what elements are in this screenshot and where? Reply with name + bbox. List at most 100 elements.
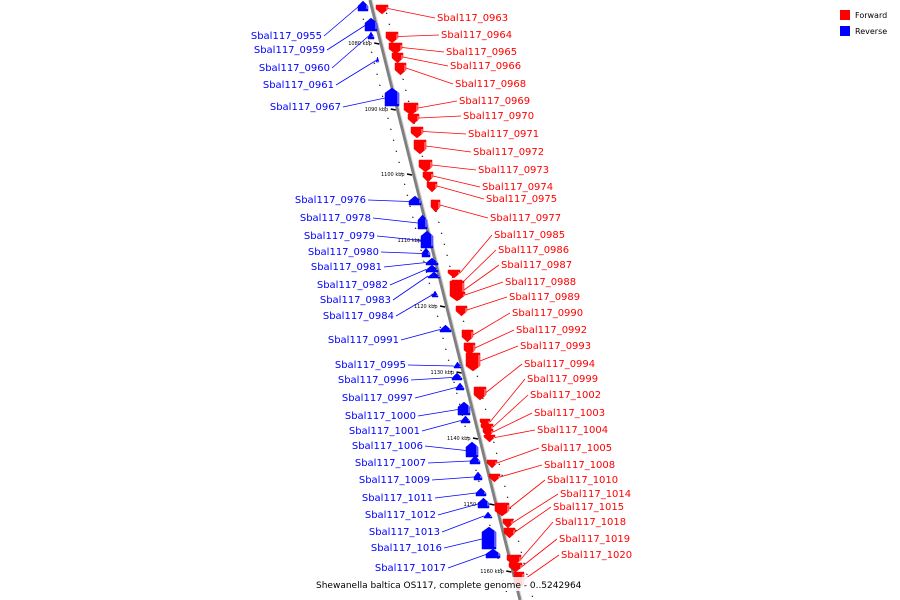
reverse-gene-label[interactable]: Sbal117_0983	[320, 295, 391, 306]
forward-gene-label[interactable]: Sbal117_0974	[482, 182, 553, 193]
forward-gene-Sbal117_0992[interactable]	[463, 342, 476, 356]
reverse-gene-label[interactable]: Sbal117_1012	[365, 510, 436, 521]
forward-gene-Sbal117_0988[interactable]	[452, 291, 466, 301]
reverse-gene-label[interactable]: Sbal117_0980	[308, 247, 379, 258]
forward-gene-Sbal117_0969[interactable]	[403, 102, 419, 116]
forward-gene-Sbal117_0975[interactable]	[426, 181, 438, 193]
reverse-gene-Sbal117_0978[interactable]	[417, 214, 428, 230]
forward-gene-Sbal117_0972[interactable]	[413, 139, 427, 155]
forward-gene-Sbal117_0970[interactable]	[407, 113, 420, 125]
reverse-gene-Sbal117_0976[interactable]	[408, 195, 422, 206]
forward-gene-Sbal117_0973[interactable]	[418, 159, 433, 173]
forward-gene-label[interactable]: Sbal117_0968	[455, 79, 526, 90]
reverse-gene-label[interactable]: Sbal117_0978	[300, 213, 371, 224]
reverse-gene-Sbal117_0984[interactable]	[431, 290, 439, 298]
reverse-gene-label[interactable]: Sbal117_0996	[338, 375, 409, 386]
reverse-gene-Sbal117_0961[interactable]	[375, 56, 380, 63]
reverse-gene-Sbal117_1001[interactable]	[460, 415, 471, 424]
forward-gene-label[interactable]: Sbal117_0975	[486, 194, 557, 205]
reverse-gene-label[interactable]: Sbal117_1017	[375, 563, 446, 574]
forward-gene-label[interactable]: Sbal117_0987	[501, 260, 572, 271]
forward-gene-Sbal117_0963[interactable]	[375, 4, 389, 15]
forward-gene-label[interactable]: Sbal117_0964	[441, 30, 512, 41]
reverse-gene-label[interactable]: Sbal117_0967	[270, 102, 341, 113]
reverse-gene-Sbal117_1016[interactable]	[481, 526, 497, 550]
reverse-gene-label[interactable]: Sbal117_1016	[371, 543, 442, 554]
forward-gene-label[interactable]: Sbal117_0993	[520, 341, 591, 352]
reverse-gene-Sbal117_0967[interactable]	[384, 87, 400, 107]
forward-gene-label[interactable]: Sbal117_1010	[547, 475, 618, 486]
reverse-gene-label[interactable]: Sbal117_1011	[362, 493, 433, 504]
forward-gene-label[interactable]: Sbal117_0999	[527, 374, 598, 385]
reverse-gene-Sbal117_0982[interactable]	[425, 264, 439, 273]
forward-gene-label[interactable]: Sbal117_1019	[559, 534, 630, 545]
reverse-gene-Sbal117_0991[interactable]	[439, 324, 452, 333]
reverse-gene-label[interactable]: Sbal117_1000	[345, 411, 416, 422]
forward-gene-Sbal117_0993[interactable]	[465, 352, 481, 372]
reverse-gene-label[interactable]: Sbal117_0961	[263, 80, 334, 91]
reverse-gene-Sbal117_1017[interactable]	[485, 548, 501, 559]
reverse-gene-Sbal117_1006[interactable]	[465, 441, 479, 458]
forward-gene-label[interactable]: Sbal117_1015	[553, 502, 624, 513]
forward-gene-label[interactable]: Sbal117_0963	[437, 13, 508, 24]
reverse-gene-Sbal117_0995[interactable]	[453, 361, 462, 369]
reverse-gene-label[interactable]: Sbal117_0981	[311, 262, 382, 273]
forward-gene-label[interactable]: Sbal117_0973	[478, 165, 549, 176]
reverse-gene-Sbal117_1013[interactable]	[483, 511, 493, 519]
forward-gene-label[interactable]: Sbal117_0986	[498, 245, 569, 256]
forward-gene-Sbal117_1008[interactable]	[488, 473, 501, 483]
reverse-gene-label[interactable]: Sbal117_0976	[295, 195, 366, 206]
forward-gene-label[interactable]: Sbal117_0985	[494, 230, 565, 241]
forward-gene-label[interactable]: Sbal117_0966	[450, 61, 521, 72]
reverse-gene-label[interactable]: Sbal117_0979	[304, 231, 375, 242]
forward-gene-label[interactable]: Sbal117_1003	[534, 408, 605, 419]
reverse-gene-Sbal117_1009[interactable]	[473, 471, 483, 481]
forward-gene-Sbal117_0994[interactable]	[473, 386, 487, 401]
reverse-gene-Sbal117_0979[interactable]	[420, 230, 434, 249]
reverse-gene-Sbal117_1012[interactable]	[477, 497, 490, 509]
forward-gene-label[interactable]: Sbal117_1008	[544, 460, 615, 471]
forward-gene-Sbal117_1014[interactable]	[502, 518, 514, 529]
forward-gene-label[interactable]: Sbal117_0992	[516, 325, 587, 336]
forward-gene-label[interactable]: Sbal117_0970	[463, 111, 534, 122]
forward-gene-label[interactable]: Sbal117_0965	[446, 47, 517, 58]
forward-gene-label[interactable]: Sbal117_1014	[560, 489, 631, 500]
forward-gene-Sbal117_0985[interactable]	[447, 269, 461, 279]
forward-gene-Sbal117_0974[interactable]	[422, 171, 434, 183]
forward-gene-Sbal117_1018[interactable]	[506, 554, 522, 566]
forward-gene-Sbal117_0989[interactable]	[455, 305, 468, 317]
forward-gene-Sbal117_1003[interactable]	[482, 428, 494, 438]
reverse-gene-label[interactable]: Sbal117_1001	[349, 426, 420, 437]
reverse-gene-label[interactable]: Sbal117_0995	[335, 360, 406, 371]
forward-gene-label[interactable]: Sbal117_1018	[555, 517, 626, 528]
forward-gene-label[interactable]: Sbal117_0972	[473, 147, 544, 158]
reverse-gene-label[interactable]: Sbal117_0997	[342, 393, 413, 404]
forward-gene-Sbal117_0990[interactable]	[461, 329, 474, 343]
reverse-gene-Sbal117_0960[interactable]	[367, 31, 375, 40]
reverse-gene-Sbal117_1000[interactable]	[457, 401, 471, 416]
forward-gene-label[interactable]: Sbal117_0990	[512, 308, 583, 319]
forward-gene-Sbal117_1004[interactable]	[483, 434, 496, 443]
reverse-gene-label[interactable]: Sbal117_0984	[323, 311, 394, 322]
forward-gene-Sbal117_0964[interactable]	[385, 31, 399, 44]
reverse-gene-label[interactable]: Sbal117_0959	[254, 45, 325, 56]
reverse-gene-Sbal117_0955[interactable]	[357, 0, 369, 12]
forward-gene-Sbal117_0971[interactable]	[410, 126, 424, 139]
forward-gene-Sbal117_1015[interactable]	[503, 527, 516, 539]
forward-gene-label[interactable]: Sbal117_1020	[561, 550, 632, 561]
forward-gene-label[interactable]: Sbal117_0989	[509, 292, 580, 303]
forward-gene-label[interactable]: Sbal117_1002	[530, 390, 601, 401]
forward-gene-label[interactable]: Sbal117_0988	[505, 277, 576, 288]
reverse-gene-label[interactable]: Sbal117_1007	[355, 458, 426, 469]
forward-gene-Sbal117_0977[interactable]	[430, 199, 441, 213]
forward-gene-label[interactable]: Sbal117_0971	[468, 129, 539, 140]
forward-gene-label[interactable]: Sbal117_0969	[459, 96, 530, 107]
forward-gene-Sbal117_1019[interactable]	[508, 562, 523, 573]
reverse-gene-label[interactable]: Sbal117_0955	[251, 31, 322, 42]
reverse-gene-label[interactable]: Sbal117_0991	[328, 335, 399, 346]
forward-gene-Sbal117_0966[interactable]	[391, 52, 404, 64]
forward-gene-label[interactable]: Sbal117_1004	[537, 425, 608, 436]
reverse-gene-Sbal117_0980[interactable]	[421, 247, 431, 258]
reverse-gene-Sbal117_0997[interactable]	[455, 382, 465, 391]
forward-gene-Sbal117_0965[interactable]	[388, 42, 403, 55]
